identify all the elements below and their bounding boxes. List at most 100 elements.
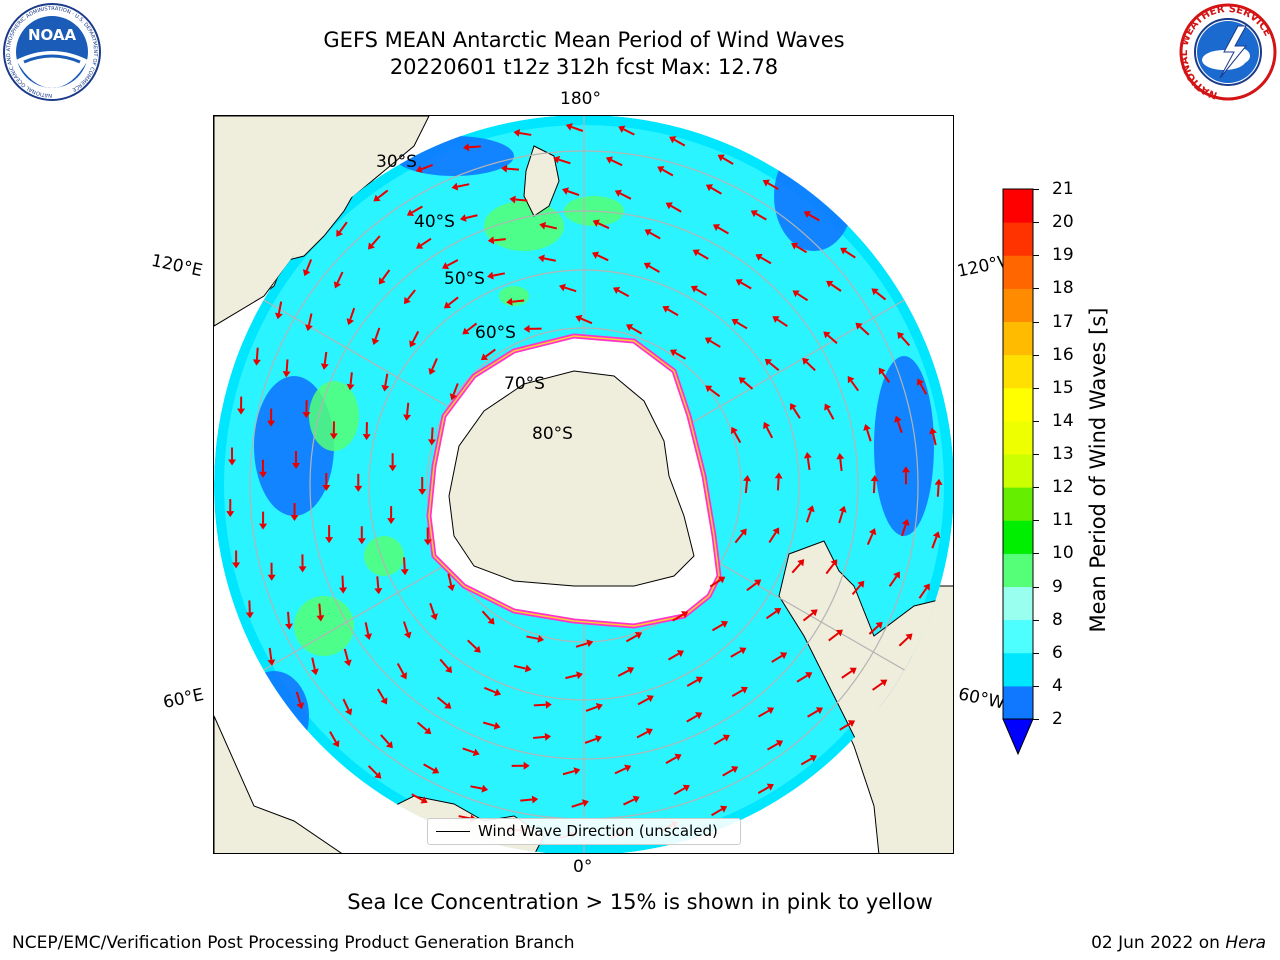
antarctica-landmass [448, 370, 695, 587]
wave-direction-arrow [713, 737, 726, 745]
wave-direction-arrowhead [418, 489, 427, 496]
wave-direction-arrow [374, 327, 381, 340]
wave-direction-arrowhead [575, 314, 583, 323]
wave-direction-arrow [277, 301, 283, 314]
wave-direction-arrowhead [539, 221, 547, 230]
wave-direction-arrow [795, 245, 808, 254]
wave-direction-arrowhead [506, 297, 513, 306]
colorbar-band [1003, 487, 1033, 521]
wave-direction-arrow [881, 371, 891, 383]
wave-direction-arrow [792, 407, 801, 419]
noaa-logo: NOAA NATIONAL OCEANIC AND ATMOSPHERIC AD… [2, 2, 102, 102]
wave-direction-arrow [484, 686, 496, 694]
wave-direction-arrow [667, 308, 679, 317]
wave-direction-arrowhead [228, 459, 237, 466]
wave-direction-arrow [839, 722, 851, 731]
wave-direction-arrow [807, 709, 819, 718]
wave-direction-arrow [520, 798, 533, 802]
wave-direction-arrowhead [669, 349, 678, 357]
wave-direction-arrowhead [388, 465, 397, 472]
wave-direction-arrowhead [730, 426, 738, 435]
wave-direction-arrowhead [373, 194, 381, 202]
wave-direction-arrow [439, 658, 449, 670]
wave-direction-arrowhead [586, 639, 594, 648]
wave-direction-arrowhead [676, 650, 685, 658]
wave-direction-arrow [757, 709, 770, 718]
wave-direction-arrow [838, 511, 844, 524]
wave-direction-arrow [760, 256, 772, 265]
wave-direction-arrowhead [325, 537, 334, 544]
wave-direction-arrowhead [447, 584, 456, 592]
wave-direction-arrowhead [378, 277, 386, 285]
wave-direction-arrowhead [901, 466, 910, 473]
wave-direction-arrow [562, 770, 575, 776]
wave-direction-arrowhead [310, 668, 319, 676]
wave-direction-arrowhead [875, 621, 883, 629]
wave-direction-arrow [776, 318, 788, 328]
wave-direction-arrowhead [581, 799, 589, 807]
colorbar-tick-mark [1033, 619, 1039, 621]
wave-direction-arrowhead [775, 740, 784, 748]
wave-direction-arrow [533, 703, 546, 707]
wave-direction-arrowhead [415, 165, 423, 173]
wave-direction-arrow [736, 321, 748, 330]
wave-direction-arrowhead [538, 254, 545, 263]
wave-direction-arrowhead [364, 633, 373, 640]
wave-direction-arrow [482, 721, 496, 727]
wave-direction-arrow [872, 480, 876, 494]
wave-direction-arrow [717, 226, 729, 235]
wave-direction-arrowhead [835, 629, 843, 637]
wave-direction-arrowhead [226, 511, 235, 518]
wave-direction-arrow [733, 431, 742, 444]
wave-direction-arrowhead [774, 472, 783, 479]
wave-direction-arrowhead [643, 262, 652, 270]
wave-direction-arrowhead [878, 367, 886, 375]
antarctica [448, 370, 695, 587]
wave-direction-arrow [420, 237, 432, 247]
wave-direction-arrowhead [296, 702, 305, 710]
wave-direction-arrowhead [259, 523, 268, 530]
wave-direction-arrow [674, 351, 687, 360]
wave-direction-arrow [672, 613, 684, 622]
wave-direction-arrowhead [322, 485, 331, 492]
wave-direction-arrowhead [830, 559, 838, 567]
wave-direction-arrow [767, 182, 779, 190]
colorbar-tick-label: 13 [1052, 444, 1074, 464]
wave-direction-arrowhead [509, 195, 516, 204]
wave-direction-arrow [896, 420, 903, 433]
wave-direction-arrowhead [929, 427, 937, 435]
wave-direction-arrow [765, 610, 777, 620]
wave-direction-arrowhead [645, 728, 653, 736]
wave-direction-arrowhead [857, 580, 865, 588]
wave-direction-arrowhead [316, 615, 325, 622]
colorbar-tick-label: 10 [1052, 543, 1074, 564]
wave-direction-arrow [610, 159, 623, 167]
wave-direction-arrow [402, 621, 409, 634]
wave-direction-arrow [466, 322, 478, 332]
colorbar-band [1003, 387, 1033, 422]
wave-direction-arrow [796, 292, 809, 302]
wave-direction-arrowhead [523, 324, 530, 333]
wave-direction-arrowhead [662, 305, 670, 313]
wave-direction-arrowhead [545, 700, 552, 709]
wave-direction-arrowhead [605, 156, 614, 164]
wave-direction-arrowhead [934, 478, 943, 486]
wave-direction-arrow [898, 636, 909, 647]
wave-direction-arrow [519, 131, 532, 136]
wave-direction-arrow [376, 576, 380, 589]
wave-direction-arrow [841, 670, 853, 679]
wave-direction-arrowhead [420, 796, 428, 804]
colorbar-band [1003, 255, 1033, 289]
africa-land [214, 715, 342, 853]
wave-direction-arrowhead [634, 631, 643, 639]
wave-direction-arrowhead [565, 123, 573, 131]
wave-direction-arrow [636, 730, 649, 739]
wave-direction-arrow [416, 721, 428, 732]
wave-direction-arrowhead [712, 224, 721, 231]
wave-direction-arrow [430, 427, 434, 440]
wave-direction-arrowhead [674, 753, 682, 761]
lat-label-80s: 80°S [532, 424, 573, 444]
wave-direction-arrow [470, 785, 483, 790]
wave-direction-arrowhead [284, 623, 293, 630]
wave-direction-arrowhead [427, 439, 436, 446]
